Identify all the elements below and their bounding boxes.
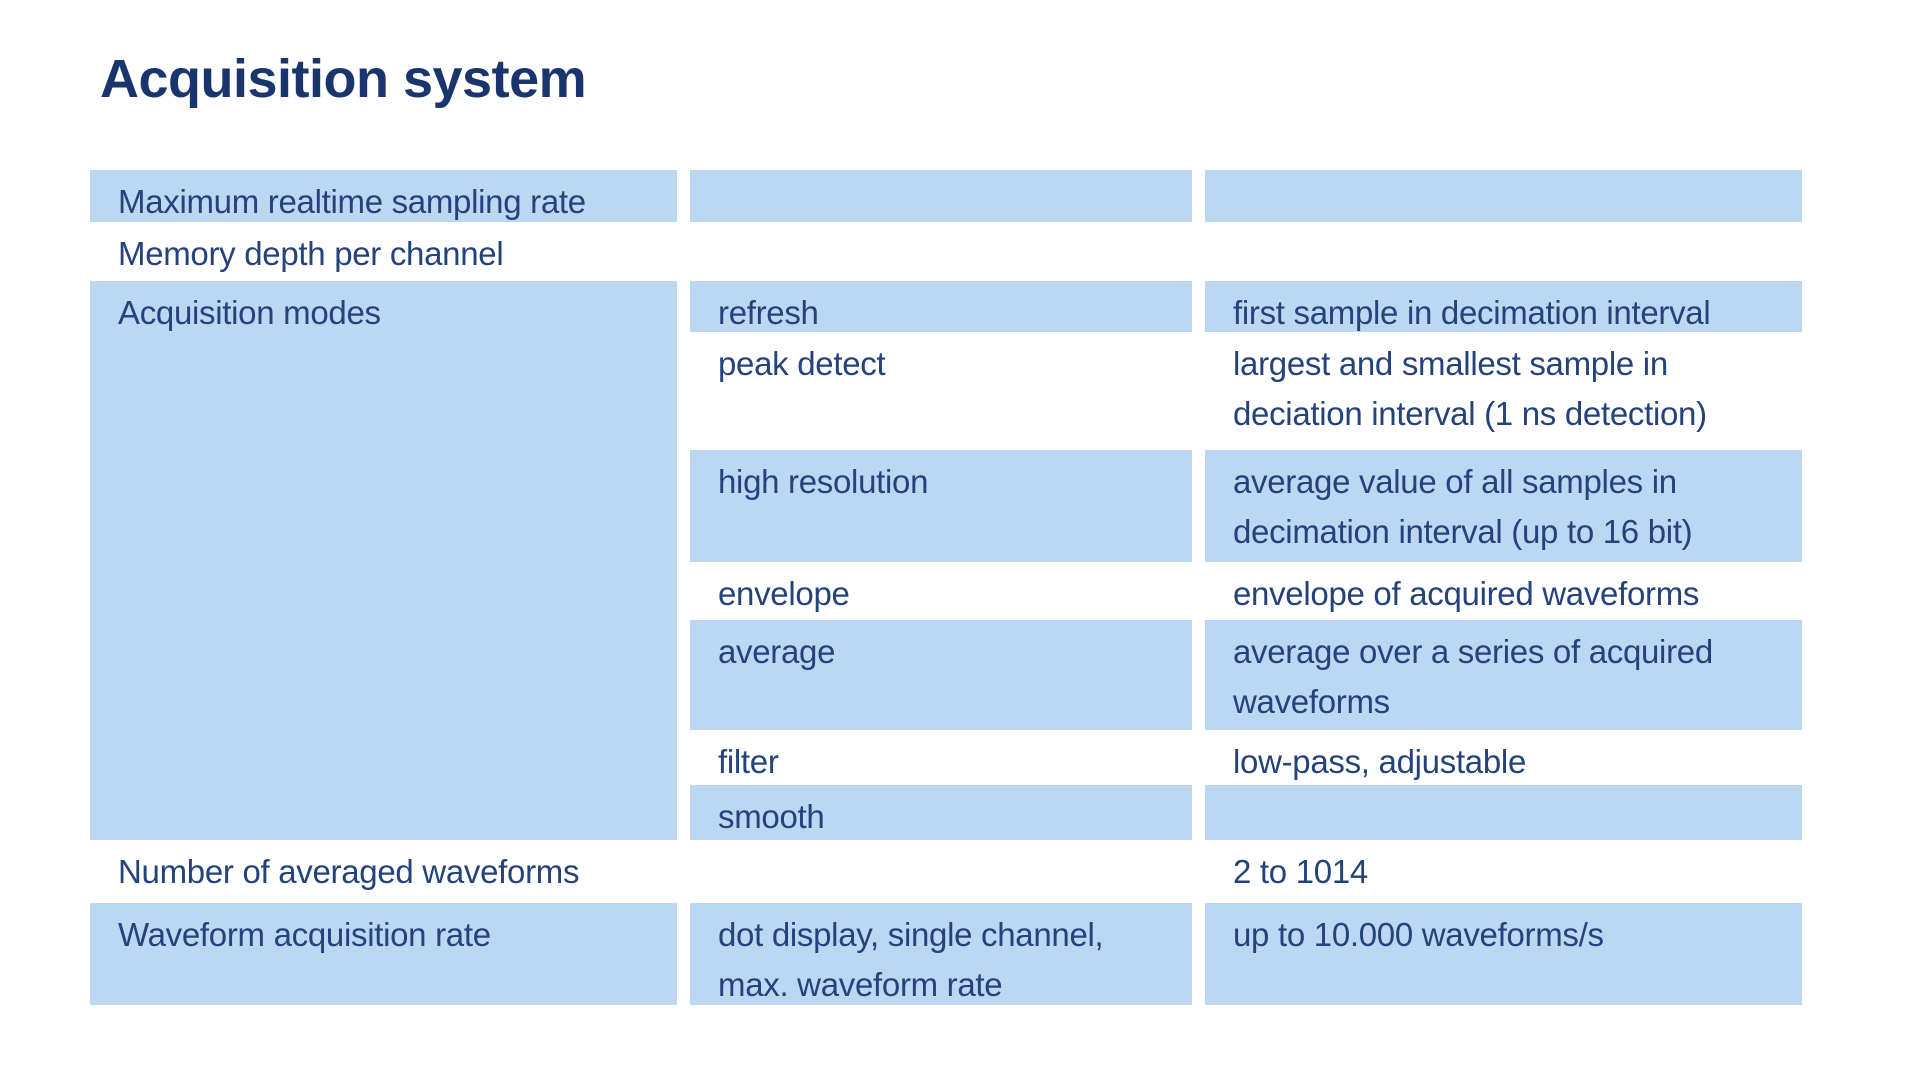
- mode-name-peak-detect: peak detect: [718, 345, 886, 382]
- mode-description-peak-detect: largest and smallest sample in deciation…: [1233, 345, 1707, 432]
- mode-description-refresh: first sample in decimation interval: [1205, 281, 1802, 332]
- mode-name-average: average: [690, 620, 1192, 730]
- mode-description-smooth: [1205, 785, 1802, 840]
- spec-value-waveform-acquisition-rate: up to 10.000 waveforms/s: [1205, 903, 1802, 1005]
- spec-label-acquisition-modes: Acquisition modes: [90, 281, 677, 840]
- mode-name-smooth: smooth: [690, 785, 1192, 840]
- acquisition-spec-table: Maximum realtime sampling rate Memory de…: [90, 170, 1802, 1005]
- spec-value-averaged-waveforms: 2 to 1014: [1233, 853, 1368, 890]
- mode-description-high-resolution: average value of all samples in decimati…: [1205, 450, 1802, 562]
- mode-name-filter: filter: [718, 743, 779, 780]
- mode-name-high-resolution: high resolution: [690, 450, 1192, 562]
- spec-condition-max-sampling-rate: [690, 170, 1192, 222]
- page-title: Acquisition system: [100, 49, 587, 109]
- mode-name-refresh: refresh: [690, 281, 1192, 332]
- mode-description-filter: low-pass, adjustable: [1233, 743, 1526, 780]
- spec-label-memory-depth: Memory depth per channel: [118, 235, 504, 272]
- spec-condition-waveform-acquisition-rate: dot display, single channel, max. wavefo…: [690, 903, 1192, 1005]
- mode-description-average: average over a series of acquired wavefo…: [1205, 620, 1802, 730]
- mode-description-envelope: envelope of acquired waveforms: [1233, 575, 1700, 612]
- spec-label-waveform-acquisition-rate: Waveform acquisition rate: [90, 903, 677, 1005]
- spec-label-averaged-waveforms: Number of averaged waveforms: [118, 853, 580, 890]
- spec-value-max-sampling-rate: [1205, 170, 1802, 222]
- mode-name-envelope: envelope: [718, 575, 850, 612]
- spec-label-max-sampling-rate: Maximum realtime sampling rate: [90, 170, 677, 222]
